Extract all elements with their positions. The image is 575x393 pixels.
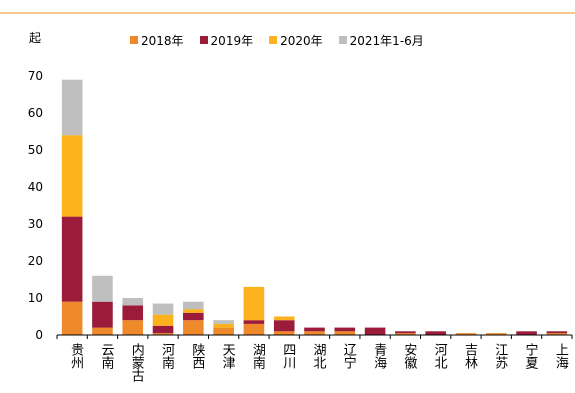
x-category-label: 陕西 — [189, 343, 205, 369]
legend-swatch — [199, 36, 208, 44]
bar-segment — [152, 333, 174, 335]
bar-segment — [546, 333, 568, 335]
x-category-label: 云南 — [98, 343, 114, 369]
legend-swatch — [338, 36, 347, 44]
bar-segment — [455, 333, 477, 335]
x-category-label: 河南 — [159, 343, 175, 369]
bar-segment — [334, 331, 356, 335]
bar-segment — [243, 286, 265, 321]
y-tick-label: 70 — [27, 69, 43, 83]
bar-segment — [61, 135, 83, 217]
bar-segment — [122, 320, 144, 335]
x-tick-marks — [56, 335, 573, 339]
legend-item: 2019年 — [199, 32, 254, 49]
bar-segment — [183, 301, 204, 310]
bar-segment — [61, 216, 83, 302]
legend-item: 2020年 — [269, 32, 323, 49]
x-category-label: 贵州 — [68, 343, 84, 369]
bar-segment — [273, 331, 295, 335]
x-category-label: 天津 — [219, 343, 235, 369]
y-tick-label: 10 — [27, 291, 43, 305]
bar-segment — [122, 305, 144, 321]
legend-swatch — [269, 36, 278, 44]
legend-item: 2018年 — [130, 32, 184, 49]
bar-segment — [334, 327, 356, 332]
header-rule — [0, 12, 575, 14]
x-category-label: 江苏 — [492, 343, 508, 369]
bar-segment — [183, 312, 204, 321]
bar-segment — [61, 301, 83, 335]
bar-segment — [425, 331, 446, 335]
bar-segment — [273, 320, 295, 332]
bar-segment — [213, 323, 234, 328]
bar-segment — [485, 333, 507, 335]
y-tick-label: 40 — [27, 180, 43, 194]
legend: 2018年 2019年 2020年 2021年1-6月 — [130, 32, 424, 48]
bar-segment — [243, 323, 265, 335]
bar-segment — [122, 298, 144, 306]
bar-segment — [304, 327, 325, 332]
x-category-label: 湖北 — [310, 343, 326, 369]
x-category-label: 四川 — [280, 343, 296, 369]
x-category-label: 内蒙古 — [128, 343, 144, 382]
bar-segment — [273, 316, 295, 321]
bars-group — [61, 79, 568, 335]
x-category-label: 上海 — [552, 343, 568, 369]
bar-segment — [92, 301, 113, 328]
bar-segment — [61, 79, 83, 136]
legend-item: 2021年1-6月 — [338, 32, 424, 49]
bar-segment — [152, 303, 174, 315]
bar-segment — [395, 333, 416, 335]
legend-label: 2021年1-6月 — [349, 33, 424, 48]
y-tick-label: 0 — [35, 328, 43, 342]
x-category-label: 安徽 — [401, 343, 417, 369]
x-category-label: 河北 — [431, 343, 447, 369]
bar-segment — [152, 314, 174, 326]
y-tick-label: 20 — [27, 254, 43, 268]
bar-segment — [243, 320, 265, 324]
legend-label: 2018年 — [141, 33, 184, 48]
bar-segment — [364, 327, 386, 335]
legend-label: 2020年 — [280, 33, 323, 48]
bar-segment — [92, 275, 113, 302]
bar-segment — [304, 331, 325, 335]
y-tick-label: 30 — [27, 217, 43, 231]
bar-segment — [395, 331, 416, 334]
bar-segment — [183, 320, 204, 335]
y-tick-label: 60 — [27, 106, 43, 120]
x-category-label: 青海 — [371, 343, 387, 369]
bar-segment — [546, 331, 568, 334]
bar-segment — [516, 331, 537, 335]
legend-swatch — [130, 36, 138, 44]
legend-label: 2019年 — [210, 33, 254, 48]
x-category-label: 湖南 — [249, 343, 265, 369]
bar-segment — [213, 327, 234, 335]
y-axis-unit: 起 — [29, 31, 42, 45]
y-tick-label: 50 — [27, 143, 43, 157]
x-category-label: 宁夏 — [522, 343, 538, 369]
bar-segment — [183, 309, 204, 313]
x-category-label: 辽宁 — [340, 343, 356, 369]
x-category-label: 吉林 — [461, 343, 477, 369]
bar-segment — [213, 320, 234, 324]
bar-segment — [152, 325, 174, 334]
bar-segment — [92, 327, 113, 335]
